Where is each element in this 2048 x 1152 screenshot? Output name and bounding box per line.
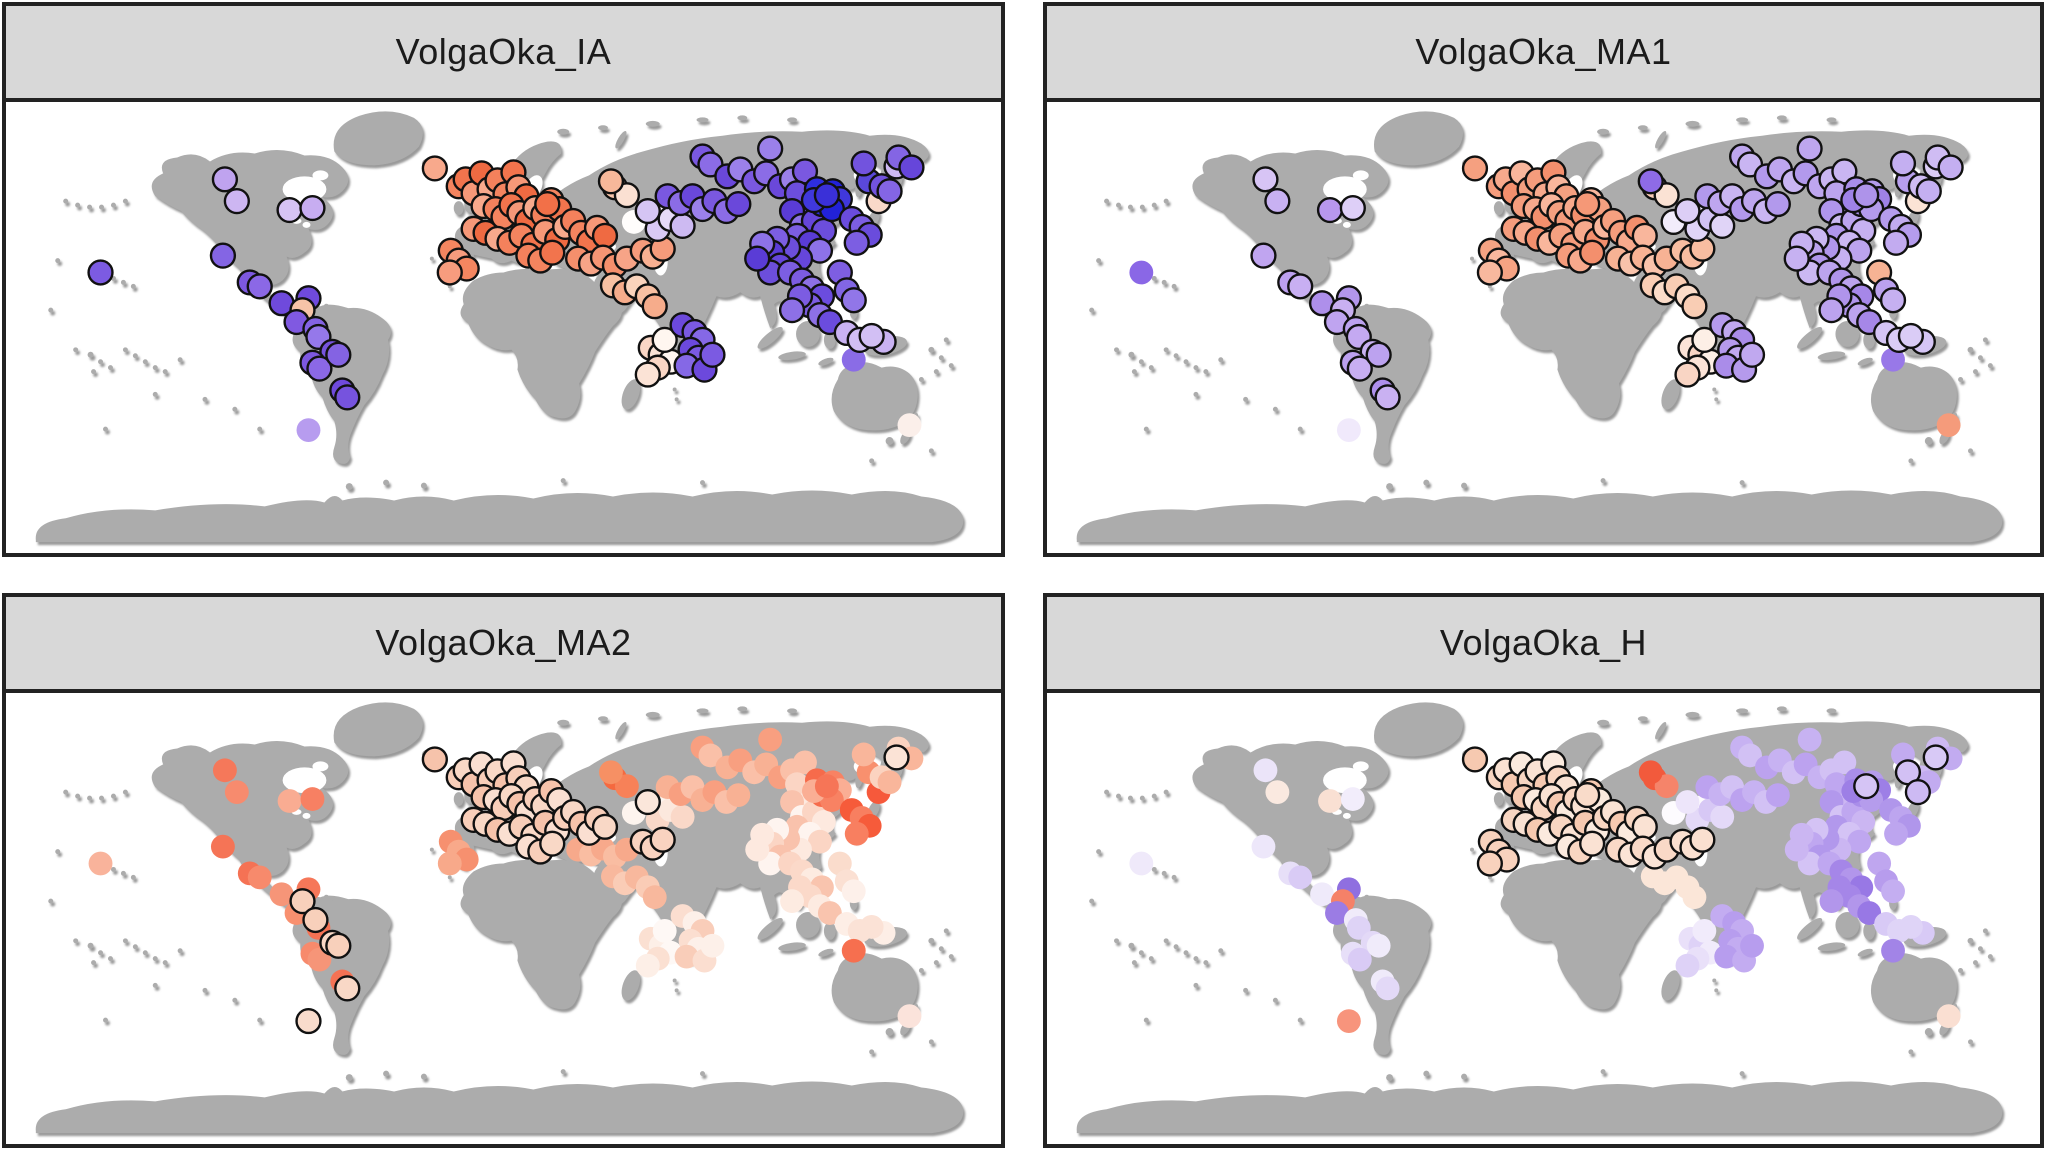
facet-panel-volgaoka-ma2: VolgaOka_MA2: [2, 593, 1005, 1148]
facet-title: VolgaOka_MA2: [375, 622, 632, 663]
data-points: [1129, 135, 1964, 442]
world-map: [1076, 111, 2003, 543]
facet-strip: VolgaOka_IA: [6, 6, 1001, 102]
facet-title: VolgaOka_H: [1439, 622, 1648, 663]
data-points: [88, 727, 924, 1035]
world-map: [35, 111, 964, 543]
facet-strip: VolgaOka_MA2: [6, 597, 1001, 693]
facet-title: VolgaOka_IA: [395, 31, 612, 72]
data-points: [87, 135, 925, 442]
facet-strip: VolgaOka_H: [1047, 597, 2040, 693]
facet-panel-volgaoka-ma1: VolgaOka_MA1: [1043, 2, 2044, 557]
data-points: [1129, 727, 1963, 1033]
world-map: [1076, 702, 2003, 1134]
map-area: [1047, 693, 2040, 1144]
facet-panel-volgaoka-ia: VolgaOka_IA: [2, 2, 1005, 557]
facet-strip: VolgaOka_MA1: [1047, 6, 2040, 102]
map-area: [1047, 102, 2040, 553]
map-area: [6, 693, 1001, 1144]
world-map: [35, 702, 964, 1134]
facet-title: VolgaOka_MA1: [1415, 31, 1672, 72]
map-area: [6, 102, 1001, 553]
facet-panel-volgaoka-h: VolgaOka_H: [1043, 593, 2044, 1148]
